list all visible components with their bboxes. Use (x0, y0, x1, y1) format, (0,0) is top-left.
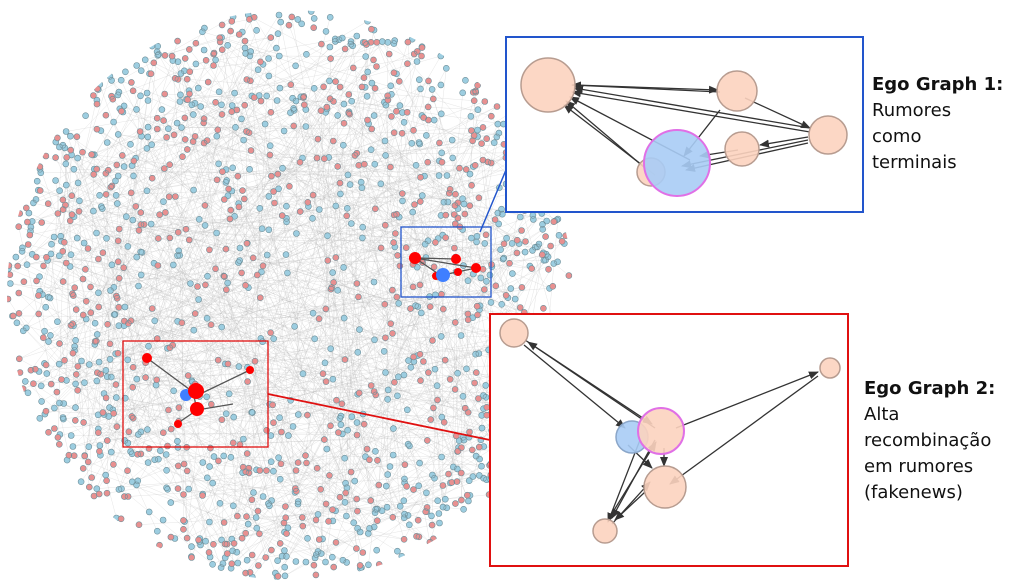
ego-graph-2-line: em rumores (864, 456, 974, 477)
node-red (409, 252, 421, 264)
connector-line-1 (479, 169, 507, 233)
ego-node (808, 115, 848, 155)
zoom-box-1 (400, 226, 492, 298)
connector-line-2 (267, 393, 491, 441)
ego-node (499, 318, 529, 348)
node-blue (436, 268, 450, 282)
node-red (142, 353, 152, 363)
ego-node (520, 57, 576, 113)
highlight-subgraph-1 (400, 226, 492, 298)
highlight-subgraph-2 (122, 340, 269, 448)
node-red (188, 383, 204, 399)
ego-graph-2-line: recombinação (864, 430, 992, 451)
ego-graph-1-line: como (872, 126, 922, 147)
ego-graph-1-title: Ego Graph 1: (872, 74, 1004, 95)
ego-graph-1-line: Rumores (872, 100, 952, 121)
ego-node (643, 465, 687, 509)
ego-graph-2-inset (489, 313, 849, 567)
ego-graph-2-label: Ego Graph 2: Alta recombinação em rumore… (864, 376, 995, 506)
ego-node (716, 70, 758, 112)
ego-center-node (643, 129, 711, 197)
node-red (454, 268, 462, 276)
node-red (246, 366, 254, 374)
ego-center-node (637, 407, 685, 455)
node-red (190, 402, 204, 416)
network-cloud (7, 10, 573, 580)
ego-graph-2-title: Ego Graph 2: (864, 378, 996, 399)
ego-node (724, 131, 760, 167)
node-red (471, 263, 481, 273)
ego-graph-2-line: Alta (864, 404, 900, 425)
ego-node (819, 357, 841, 379)
node-red (174, 420, 182, 428)
ego-node (592, 518, 618, 544)
ego-graph-1-line: terminais (872, 152, 957, 173)
background-node-set (7, 10, 568, 580)
ego-graph-1-label: Ego Graph 1: Rumores como terminais (872, 72, 1003, 176)
ego-graph-2-edges (523, 339, 819, 525)
background-nodes (7, 10, 573, 580)
background-node-set (7, 13, 573, 580)
node-red (451, 254, 461, 264)
ego-graph-1-inset (505, 36, 864, 213)
ego-graph-2-line: (fakenews) (864, 482, 963, 503)
